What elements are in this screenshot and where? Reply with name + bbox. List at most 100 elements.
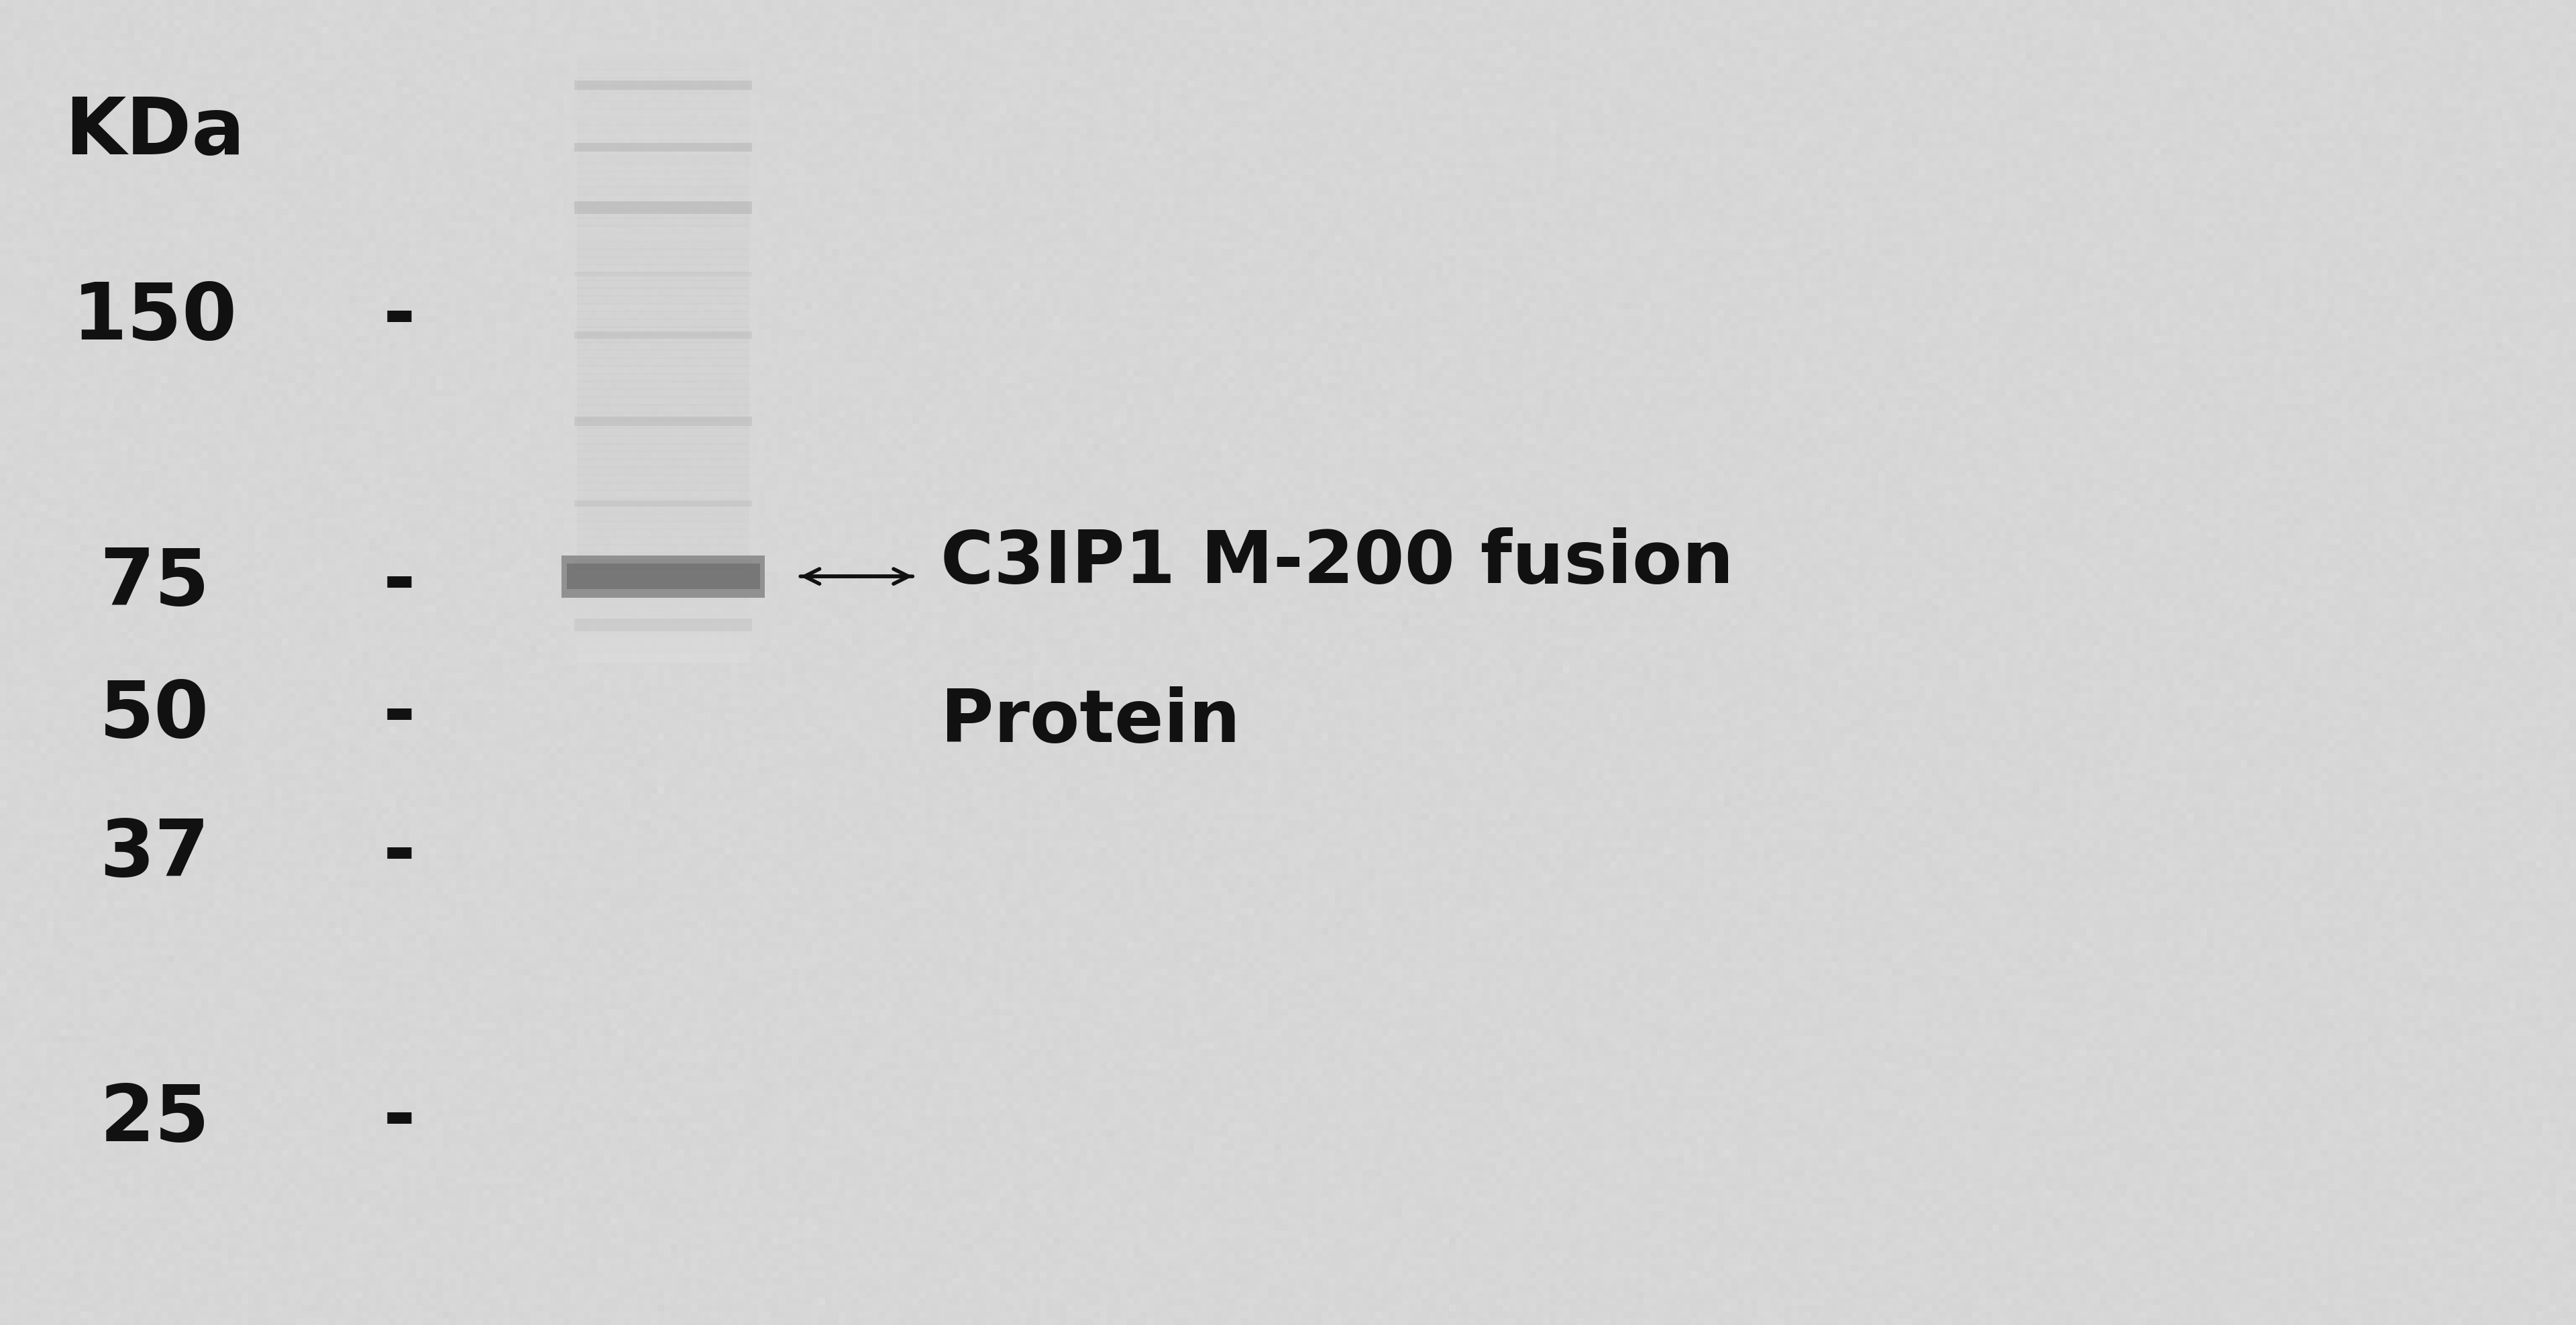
Bar	[577, 443, 750, 452]
Bar	[577, 567, 750, 576]
Bar	[577, 380, 750, 390]
Bar	[577, 653, 750, 662]
Bar	[567, 40, 760, 662]
Text: 150: 150	[72, 280, 237, 356]
Bar	[577, 280, 750, 289]
Bar	[577, 123, 750, 133]
Bar	[577, 264, 750, 273]
Bar	[577, 505, 750, 514]
Bar	[577, 396, 750, 405]
Bar	[577, 466, 750, 476]
Bar	[577, 303, 750, 313]
Bar	[577, 435, 750, 444]
Bar	[577, 621, 750, 632]
Bar	[577, 529, 750, 538]
Text: -: -	[384, 677, 415, 754]
Bar	[577, 637, 750, 647]
Bar	[567, 563, 760, 590]
Bar	[577, 428, 750, 437]
Text: Protein: Protein	[940, 686, 1239, 758]
Bar	[577, 358, 750, 367]
Bar	[577, 256, 750, 265]
Bar	[577, 490, 750, 500]
Bar	[577, 366, 750, 375]
Bar	[577, 559, 750, 570]
Text: 25: 25	[100, 1081, 209, 1158]
Bar	[577, 575, 750, 584]
Bar	[577, 163, 750, 172]
Bar	[577, 288, 750, 297]
Bar	[577, 61, 750, 70]
Bar	[577, 54, 750, 64]
Bar	[577, 46, 750, 56]
Bar	[577, 179, 750, 188]
Bar	[574, 501, 752, 507]
Text: C3IP1 M-200 fusion: C3IP1 M-200 fusion	[940, 527, 1734, 599]
Bar	[577, 513, 750, 522]
Bar	[577, 599, 750, 608]
Bar	[577, 217, 750, 227]
Bar	[577, 101, 750, 110]
Bar	[577, 85, 750, 94]
Bar	[577, 117, 750, 126]
Text: KDa: KDa	[64, 94, 245, 171]
Bar	[577, 583, 750, 592]
Bar	[577, 131, 750, 140]
Bar	[577, 186, 750, 195]
Bar	[574, 143, 752, 152]
Bar	[574, 331, 752, 339]
Text: -: -	[384, 280, 415, 356]
Bar	[577, 295, 750, 305]
Bar	[577, 607, 750, 616]
Bar	[577, 482, 750, 492]
Bar	[577, 537, 750, 546]
Bar	[577, 458, 750, 468]
Bar	[577, 77, 750, 86]
Bar	[577, 645, 750, 655]
Text: 50: 50	[100, 677, 209, 754]
Bar	[577, 69, 750, 78]
Bar	[577, 248, 750, 257]
Text: -: -	[384, 545, 415, 621]
Bar	[577, 139, 750, 148]
Bar	[574, 81, 752, 90]
Bar	[577, 350, 750, 359]
Bar	[577, 209, 750, 219]
Bar	[574, 272, 752, 277]
Bar	[577, 318, 750, 327]
Bar	[577, 404, 750, 413]
Bar	[577, 420, 750, 429]
Bar	[562, 555, 765, 598]
Bar	[577, 310, 750, 321]
Bar	[577, 474, 750, 484]
Bar	[577, 334, 750, 343]
Bar	[574, 619, 752, 632]
Bar	[577, 412, 750, 421]
Bar	[574, 416, 752, 425]
Bar	[577, 38, 750, 48]
Bar	[577, 591, 750, 600]
Bar	[577, 225, 750, 235]
Bar	[577, 553, 750, 562]
Text: -: -	[384, 816, 415, 893]
Text: 75: 75	[100, 545, 209, 621]
Bar	[577, 193, 750, 203]
Bar	[577, 372, 750, 382]
Bar	[577, 155, 750, 164]
Bar	[577, 629, 750, 639]
Bar	[577, 342, 750, 351]
Bar	[577, 272, 750, 281]
Bar	[577, 93, 750, 102]
Text: 37: 37	[100, 816, 209, 893]
Bar	[574, 201, 752, 215]
Bar	[577, 615, 750, 624]
Bar	[577, 545, 750, 554]
Bar	[577, 171, 750, 180]
Text: -: -	[384, 1081, 415, 1158]
Bar	[577, 388, 750, 398]
Bar	[577, 109, 750, 118]
Bar	[577, 497, 750, 507]
Bar	[577, 233, 750, 242]
Bar	[577, 521, 750, 530]
Bar	[574, 559, 752, 570]
